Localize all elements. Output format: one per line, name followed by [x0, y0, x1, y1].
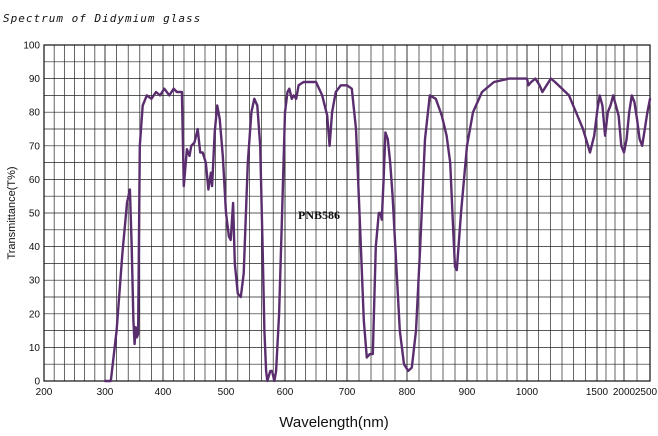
x-axis-label-main: Wavelength — [279, 414, 358, 431]
x-axis-label-paren-close: ) — [384, 414, 389, 431]
x-tick-label: 1000 — [516, 387, 539, 398]
y-tick-label: 100 — [23, 41, 40, 52]
chart-title: Spectrum of Didymium glass — [3, 12, 202, 25]
y-tick-label: 90 — [29, 74, 41, 85]
x-tick-label: 500 — [218, 387, 235, 398]
x-tick-label: 2000 — [613, 387, 636, 398]
y-axis-ticks: 0 10 20 30 40 50 60 70 80 90 100 — [23, 41, 40, 388]
x-tick-label: 2500 — [635, 387, 658, 398]
x-tick-label: 300 — [97, 387, 114, 398]
x-axis-ticks: 200 300 400 500 600 700 800 900 1000 1500 2000 2500 — [36, 387, 658, 398]
y-tick-label: 40 — [29, 242, 41, 253]
x-axis-label-unit: nm — [363, 414, 384, 431]
y-tick-label: 60 — [29, 175, 41, 186]
x-tick-label: 1500 — [586, 387, 609, 398]
x-tick-label: 200 — [36, 387, 53, 398]
x-axis-label: Wavelength(nm) — [279, 414, 389, 431]
x-tick-label: 700 — [339, 387, 356, 398]
chart-annotation: PNB586 — [298, 208, 340, 222]
y-tick-label: 20 — [29, 309, 41, 320]
x-tick-label: 600 — [277, 387, 294, 398]
x-axis-label-paren-open: ( — [358, 414, 363, 431]
y-tick-label: 80 — [29, 108, 41, 119]
y-tick-label: 0 — [34, 377, 40, 388]
y-tick-label: 50 — [29, 209, 41, 220]
x-tick-label: 800 — [399, 387, 416, 398]
series-line — [103, 77, 652, 383]
x-tick-label: 400 — [155, 387, 172, 398]
y-tick-label: 10 — [29, 343, 41, 354]
x-tick-label: 900 — [459, 387, 476, 398]
y-tick-label: 30 — [29, 276, 41, 287]
y-tick-label: 70 — [29, 141, 41, 152]
y-axis-label: Transmittance(T%) — [6, 166, 18, 259]
plot-frame — [43, 44, 651, 382]
